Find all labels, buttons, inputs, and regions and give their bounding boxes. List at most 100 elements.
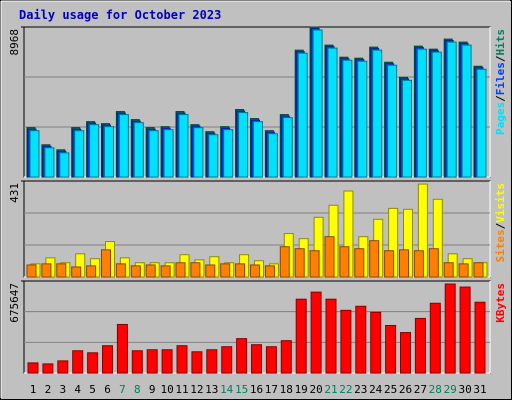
bar [369, 240, 380, 278]
x-tick-label: 18 [280, 383, 293, 396]
bar [446, 41, 457, 178]
bar [71, 266, 82, 278]
bar [473, 262, 484, 278]
bar [370, 311, 382, 374]
bar [265, 346, 277, 374]
bar [102, 345, 113, 374]
x-tick-label: 24 [369, 383, 383, 396]
bar [280, 340, 292, 374]
bar [294, 248, 305, 278]
bar [193, 127, 204, 178]
bar [205, 264, 216, 278]
y-tick-label: 431 [8, 183, 21, 203]
bar [340, 309, 352, 374]
bar [133, 122, 144, 178]
bar [327, 47, 338, 178]
bar [74, 130, 85, 178]
x-tick-label: 10 [160, 383, 173, 396]
legend: Sites/Visits [494, 183, 507, 263]
x-tick-label: 14 [220, 383, 234, 396]
bar [238, 112, 249, 178]
x-tick-label: 4 [74, 383, 81, 396]
bar [354, 248, 365, 278]
bar [118, 114, 129, 178]
x-tick-label: 5 [89, 383, 96, 396]
bar [250, 264, 260, 278]
bar [458, 263, 469, 278]
bar [282, 117, 293, 178]
legend-entry: KBytes [494, 283, 507, 323]
bar [86, 265, 97, 278]
bar [44, 147, 55, 178]
bar [208, 134, 219, 178]
x-tick-label: 6 [104, 383, 111, 396]
bar [89, 124, 100, 178]
bar [115, 263, 126, 278]
x-tick-label: 30 [458, 383, 471, 396]
bar [178, 114, 189, 178]
bar [57, 360, 69, 374]
x-tick-label: 1 [30, 383, 37, 396]
x-tick-label: 17 [265, 383, 278, 396]
x-tick-label: 11 [175, 383, 188, 396]
bar [27, 362, 39, 374]
x-tick-label: 8 [134, 383, 141, 396]
x-tick-label: 28 [429, 383, 442, 396]
bar [443, 262, 454, 278]
legend: Pages/Files/Hits [494, 29, 507, 135]
x-tick-label: 13 [205, 383, 218, 396]
bar [131, 350, 143, 374]
bar [251, 344, 262, 374]
bar [41, 263, 52, 278]
bar [342, 59, 353, 178]
x-tick-label: 25 [384, 383, 397, 396]
bar [414, 317, 426, 374]
x-tick-label: 15 [235, 383, 248, 396]
bar [428, 248, 439, 278]
bar [101, 249, 111, 278]
bar [476, 68, 487, 178]
bar [431, 51, 442, 178]
x-tick-label: 7 [119, 383, 126, 396]
bar [236, 338, 248, 374]
bar [116, 323, 128, 374]
bar [161, 349, 173, 374]
bar [220, 263, 231, 278]
x-tick-label: 21 [324, 383, 337, 396]
bar [190, 262, 201, 278]
bar [309, 250, 320, 278]
bar [29, 130, 40, 178]
bar [163, 129, 174, 178]
bar [72, 350, 84, 374]
legend-separator: / [494, 95, 507, 102]
bar [235, 263, 246, 278]
x-tick-label: 29 [444, 383, 457, 396]
bar [387, 64, 398, 178]
bar [297, 52, 308, 178]
x-tick-label: 16 [250, 383, 263, 396]
bar [176, 345, 188, 374]
bar [223, 129, 234, 178]
bar [384, 250, 395, 278]
x-tick-label: 22 [339, 383, 352, 396]
bar [42, 363, 54, 374]
bar [206, 349, 218, 374]
legend-separator: / [494, 55, 507, 62]
bar [267, 133, 278, 178]
y-tick-label: 675647 [8, 283, 21, 323]
bar [145, 264, 156, 278]
bar [26, 264, 37, 278]
bar [413, 250, 424, 278]
bar [444, 283, 456, 374]
bar [310, 291, 322, 374]
bar [56, 263, 67, 278]
y-tick-label: 8968 [8, 29, 21, 56]
bar [399, 249, 409, 278]
bar [429, 302, 441, 374]
bar [372, 49, 383, 178]
x-tick-label: 27 [414, 383, 427, 396]
bar [324, 236, 335, 278]
bar [175, 262, 186, 278]
bar [253, 121, 263, 178]
bar [339, 246, 350, 278]
